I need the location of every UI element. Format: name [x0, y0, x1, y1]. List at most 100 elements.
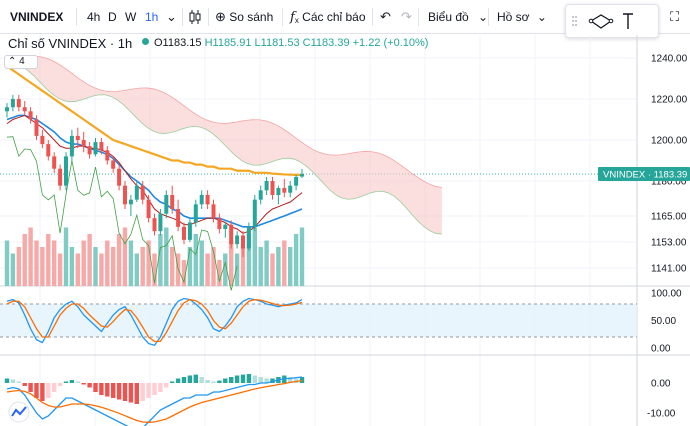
stoch-tick-label: 0.00: [651, 344, 671, 355]
stoch-k-line: [6, 297, 303, 346]
volume-bar: [234, 253, 240, 286]
interval-d[interactable]: D: [108, 10, 117, 24]
indicators-label: Các chỉ báo: [302, 10, 366, 24]
stoch-tick-label: 50.00: [651, 316, 676, 327]
ma-line: [6, 65, 302, 176]
macd-hist-bar: [293, 378, 299, 383]
macd-hist-bar: [187, 375, 193, 383]
macd-hist-bar: [63, 381, 69, 383]
profile-menu-button[interactable]: Hồ sơ ⌄: [497, 0, 547, 34]
candle-body: [193, 204, 198, 223]
candle-body: [93, 142, 98, 155]
candle-body: [164, 195, 169, 214]
volume-bar: [57, 253, 63, 286]
indicators-collapse-button[interactable]: ⌃ 4: [4, 55, 38, 69]
macd-hist-bar: [111, 383, 116, 398]
macd-hist-bar: [234, 375, 240, 383]
macd-hist-bar: [258, 377, 263, 383]
candle-body: [217, 218, 222, 229]
volume-bar: [217, 260, 222, 286]
price-tick-label: 1240.00: [651, 54, 688, 65]
candle-body: [10, 99, 15, 108]
chart-menu-label: Biểu đồ: [428, 10, 469, 24]
volume-bar: [87, 234, 92, 286]
volume-bar: [246, 234, 252, 286]
macd-pane: [4, 374, 305, 426]
volume-bar: [264, 240, 269, 286]
stoch-band: [0, 304, 637, 337]
interval-4h[interactable]: 4h: [87, 10, 101, 24]
candle-body: [264, 181, 269, 191]
candle-body: [258, 190, 263, 200]
candle-body: [300, 174, 304, 177]
volume-bar: [16, 247, 21, 286]
candle-body: [294, 176, 299, 186]
candles-icon[interactable]: [188, 0, 204, 34]
volume-bar: [270, 253, 275, 286]
volume-bar: [164, 227, 169, 286]
cloud-span-b: [16, 63, 442, 235]
macd-hist-bar: [223, 378, 228, 383]
volume-bar: [288, 247, 293, 286]
candle-body: [34, 119, 39, 136]
candle-body: [46, 144, 51, 157]
volume-bar: [63, 227, 69, 286]
chevron-down-icon: ⌄: [536, 10, 547, 24]
macd-hist-bar: [152, 383, 157, 395]
volume-bar: [158, 234, 163, 286]
macd-hist-bar: [217, 380, 222, 383]
logo-mark: [11, 406, 27, 417]
volume-bar: [258, 247, 263, 286]
candle-body: [69, 135, 74, 157]
chevron-down-icon[interactable]: ⌄: [166, 9, 177, 24]
price-tick-label: 1180.00: [651, 177, 687, 188]
candle-body: [134, 185, 139, 200]
volume-bar: [122, 227, 128, 286]
ichimoku-cloud: [16, 55, 442, 235]
indicators-button[interactable]: fx Các chỉ báo: [290, 10, 366, 25]
macd-hist-bar: [128, 383, 134, 403]
toolbar-separator: [182, 8, 183, 26]
symbol-search-button[interactable]: VNINDEX: [10, 10, 64, 24]
candle-body: [123, 185, 127, 205]
macd-hist-bar: [270, 378, 275, 383]
macd-hist-bar: [164, 383, 169, 388]
macd-hist-bar: [57, 383, 63, 386]
toolbar-separator: [488, 8, 489, 26]
fx-icon: f: [290, 10, 295, 25]
macd-hist-bar: [229, 377, 234, 383]
stochastic-pane: [0, 297, 637, 346]
volume-bar: [276, 247, 281, 286]
toolbar-separator: [208, 8, 209, 26]
interval-1h[interactable]: 1h: [145, 10, 159, 24]
macd-hist-bar: [16, 381, 21, 383]
volume-bar: [205, 253, 210, 286]
collapsed-indicator-count: 4: [19, 56, 25, 67]
interval-w[interactable]: W: [125, 10, 137, 24]
chart-menu-button[interactable]: Biểu đồ ⌄: [428, 0, 488, 34]
drawing-toolbar: [565, 4, 659, 38]
shape-tool-icon[interactable]: [588, 14, 614, 29]
fullscreen-icon[interactable]: ⛶: [670, 9, 680, 24]
macd-hist-bar: [205, 380, 210, 383]
volume-bar: [199, 240, 204, 286]
text-tool-icon[interactable]: [623, 13, 633, 29]
compare-button[interactable]: ⊕ So sánh: [215, 0, 273, 34]
candle-body: [22, 107, 27, 112]
redo-icon[interactable]: ↷: [401, 9, 412, 24]
macd-hist-bar: [288, 377, 293, 383]
macd-hist-bar: [99, 383, 104, 395]
candle-body: [205, 195, 210, 205]
legend-high: H1185.91: [204, 37, 252, 49]
candle-body: [270, 181, 275, 195]
volume-bar: [240, 247, 246, 286]
drag-handle-icon[interactable]: [572, 16, 577, 26]
profile-menu-label: Hồ sơ: [497, 10, 530, 24]
undo-icon[interactable]: ↶: [380, 9, 391, 24]
toolbar-separator: [418, 8, 419, 26]
volume-bar: [93, 247, 98, 286]
toolbar-separator: [76, 8, 77, 26]
candle-body: [52, 156, 57, 169]
macd-hist-bar: [52, 383, 57, 392]
